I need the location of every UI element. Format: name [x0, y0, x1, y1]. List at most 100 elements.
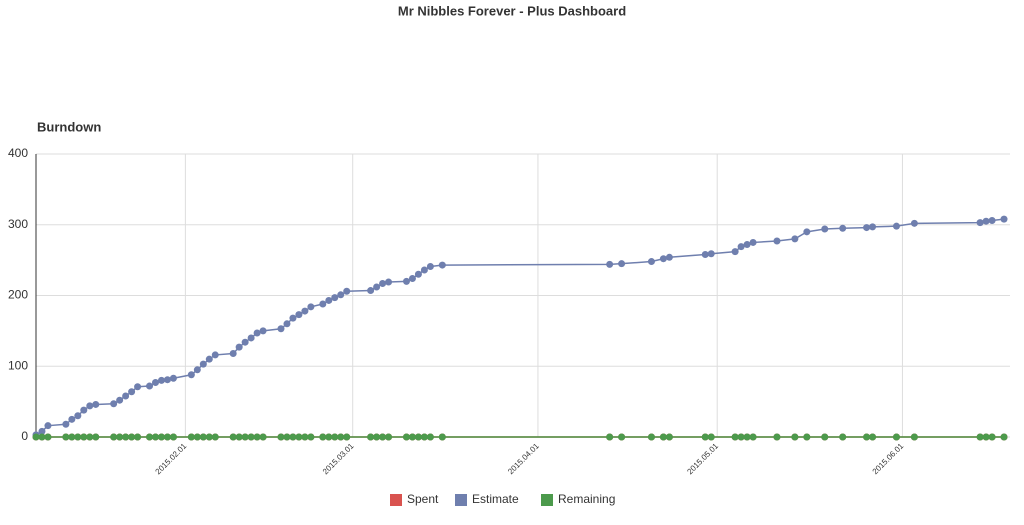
data-point	[169, 374, 177, 382]
data-point	[773, 433, 781, 441]
data-point	[205, 433, 213, 441]
data-point	[743, 433, 751, 441]
data-point	[134, 383, 142, 391]
data-point	[289, 314, 297, 322]
data-point	[659, 433, 667, 441]
data-point	[863, 224, 871, 232]
data-point	[414, 433, 422, 441]
data-point	[122, 392, 130, 400]
data-point	[367, 433, 375, 441]
data-point	[199, 360, 207, 368]
data-point	[869, 223, 877, 231]
data-point	[229, 350, 237, 358]
data-point	[618, 260, 626, 268]
data-point	[235, 433, 243, 441]
data-point	[863, 433, 871, 441]
data-point	[325, 296, 333, 304]
data-point	[337, 291, 345, 299]
x-tick-label: 2015.02.01	[154, 441, 189, 476]
data-point	[92, 433, 100, 441]
x-tick-label: 2015.04.01	[506, 441, 541, 476]
legend-label: Estimate	[472, 492, 519, 506]
data-point	[749, 433, 757, 441]
data-point	[414, 270, 422, 278]
data-point	[331, 294, 339, 302]
data-point	[337, 433, 345, 441]
data-point	[408, 275, 416, 283]
data-point	[116, 396, 124, 404]
data-point	[869, 433, 877, 441]
data-point	[773, 237, 781, 245]
data-point	[211, 351, 219, 359]
data-point	[803, 228, 811, 236]
data-point	[163, 433, 171, 441]
data-point	[169, 433, 177, 441]
x-tick-label: 2015.06.01	[871, 441, 906, 476]
data-point	[707, 433, 715, 441]
data-point	[157, 376, 165, 384]
data-point	[731, 433, 739, 441]
data-point	[647, 433, 655, 441]
data-point	[791, 433, 799, 441]
data-point	[110, 433, 118, 441]
data-point	[44, 433, 52, 441]
data-point	[343, 433, 351, 441]
data-point	[229, 433, 237, 441]
data-point	[331, 433, 339, 441]
data-point	[373, 283, 381, 291]
data-point	[68, 433, 76, 441]
data-point	[319, 300, 327, 308]
data-point	[910, 219, 918, 227]
data-point	[892, 222, 900, 230]
data-point	[38, 427, 46, 435]
data-point	[259, 433, 267, 441]
data-point	[80, 406, 88, 414]
data-point	[307, 433, 315, 441]
data-point	[373, 433, 381, 441]
data-point	[259, 327, 267, 335]
data-point	[606, 260, 614, 268]
data-point	[408, 433, 416, 441]
data-point	[134, 433, 142, 441]
chart-title: Burndown	[37, 119, 101, 134]
series-line	[35, 218, 1005, 436]
data-point	[892, 433, 900, 441]
data-point	[253, 433, 261, 441]
data-point	[402, 433, 410, 441]
data-point	[307, 303, 315, 311]
data-point	[74, 412, 82, 420]
data-point	[86, 402, 94, 410]
data-point	[385, 433, 393, 441]
data-point	[187, 433, 195, 441]
legend-swatch	[390, 494, 402, 506]
data-point	[982, 217, 990, 225]
data-point	[289, 433, 297, 441]
legend-label: Spent	[407, 492, 439, 506]
data-point	[283, 433, 291, 441]
data-point	[241, 433, 249, 441]
data-point	[367, 287, 375, 295]
legend-swatch	[455, 494, 467, 506]
data-point	[253, 329, 261, 337]
data-point	[301, 433, 309, 441]
data-point	[277, 325, 285, 333]
data-point	[146, 433, 154, 441]
data-point	[910, 433, 918, 441]
data-point	[438, 433, 446, 441]
data-point	[982, 433, 990, 441]
data-point	[821, 433, 829, 441]
data-point	[426, 262, 434, 270]
data-point	[128, 433, 136, 441]
x-tick-label: 2015.05.01	[685, 441, 720, 476]
legend-swatch	[541, 494, 553, 506]
data-point	[737, 243, 745, 251]
data-point	[301, 307, 309, 315]
data-point	[92, 400, 100, 408]
data-point	[193, 433, 201, 441]
data-point	[152, 433, 160, 441]
data-point	[385, 278, 393, 286]
data-point	[211, 433, 219, 441]
data-point	[426, 433, 434, 441]
data-point	[707, 250, 715, 258]
